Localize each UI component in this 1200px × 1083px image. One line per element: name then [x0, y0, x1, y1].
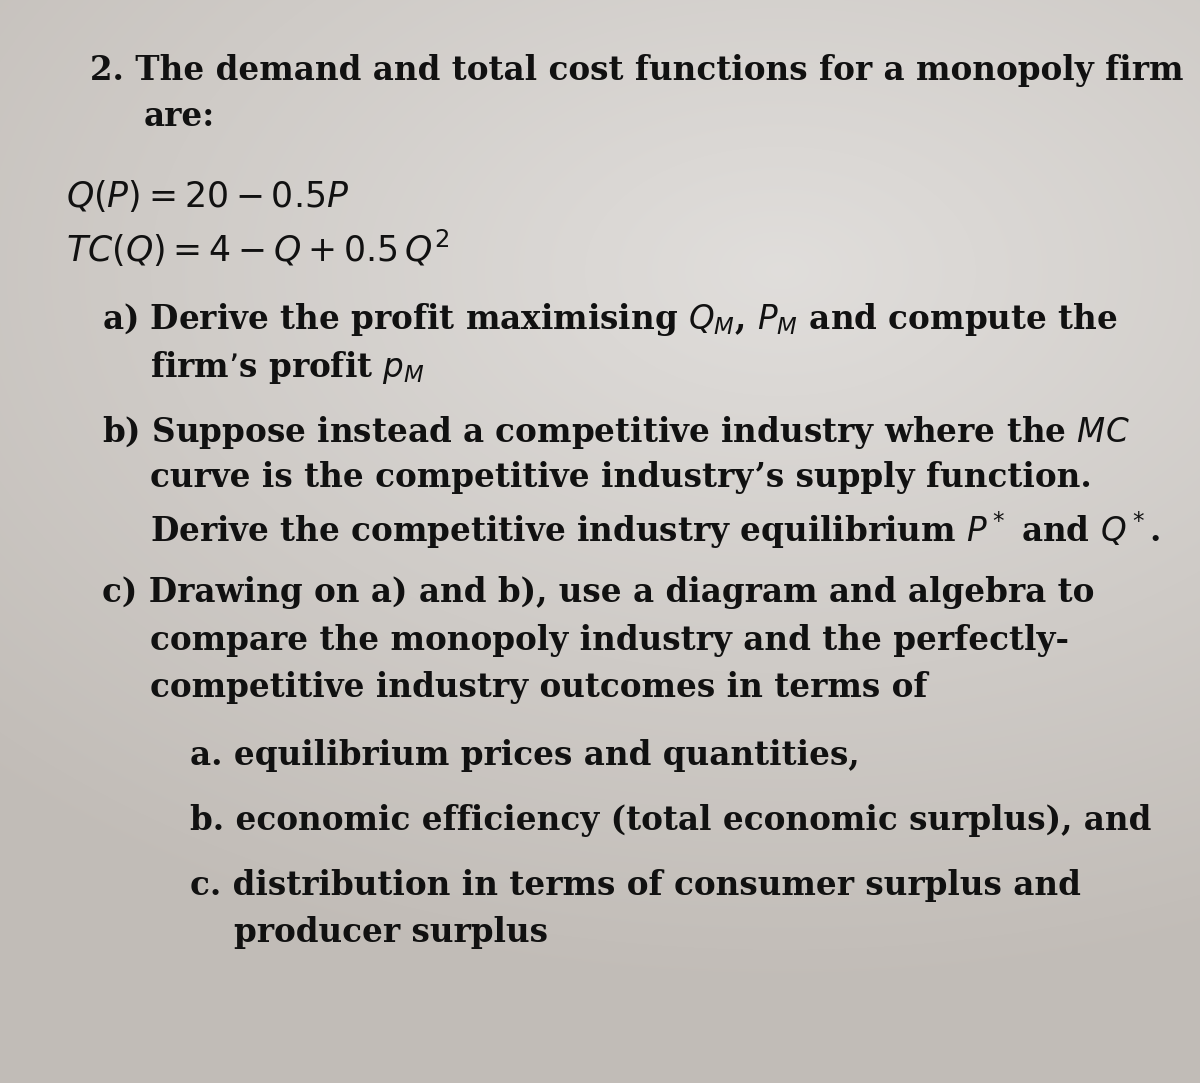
Text: b) Suppose instead a competitive industry where the $\mathit{MC}$: b) Suppose instead a competitive industr…: [102, 414, 1129, 451]
Text: competitive industry outcomes in terms of: competitive industry outcomes in terms o…: [150, 671, 928, 704]
Text: Derive the competitive industry equilibrium $P^*$ and $Q^*$.: Derive the competitive industry equilibr…: [150, 509, 1160, 551]
Text: $TC(Q) = 4 - Q + 0.5\,Q^2$: $TC(Q) = 4 - Q + 0.5\,Q^2$: [66, 227, 449, 269]
Text: b. economic efficiency (total economic surplus), and: b. economic efficiency (total economic s…: [190, 804, 1151, 836]
Text: are:: are:: [144, 100, 215, 132]
Text: firm’s profit $p_{M}$: firm’s profit $p_{M}$: [150, 349, 425, 386]
Text: compare the monopoly industry and the perfectly-: compare the monopoly industry and the pe…: [150, 624, 1069, 656]
Text: a. equilibrium prices and quantities,: a. equilibrium prices and quantities,: [190, 739, 859, 771]
Text: 2. The demand and total cost functions for a monopoly firm: 2. The demand and total cost functions f…: [90, 54, 1183, 87]
Text: curve is the competitive industry’s supply function.: curve is the competitive industry’s supp…: [150, 461, 1092, 494]
Text: c. distribution in terms of consumer surplus and: c. distribution in terms of consumer sur…: [190, 869, 1080, 901]
Text: $\mathit{Q}$$(P) = 20 - 0.5$$\mathit{P}$: $\mathit{Q}$$(P) = 20 - 0.5$$\mathit{P}$: [66, 178, 349, 213]
Text: a) Derive the profit maximising $Q_{M}$, $P_{M}$ and compute the: a) Derive the profit maximising $Q_{M}$,…: [102, 301, 1118, 338]
Text: c) Drawing on a) and b), use a diagram and algebra to: c) Drawing on a) and b), use a diagram a…: [102, 576, 1094, 609]
Text: producer surplus: producer surplus: [234, 916, 548, 949]
